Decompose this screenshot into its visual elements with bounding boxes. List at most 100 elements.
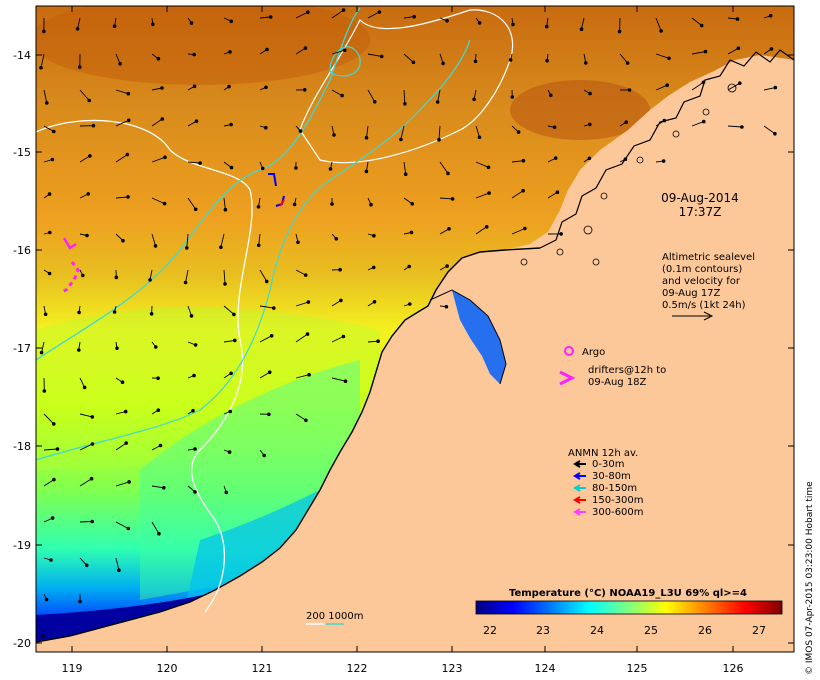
colorbar-title: Temperature (°C) NOAA19_L3U 69% ql>=4 [509, 588, 747, 599]
velocity-arrow-head [508, 58, 513, 62]
velocity-arrow-head [303, 46, 308, 50]
velocity-arrow [41, 341, 45, 353]
velocity-arrow-head [115, 346, 119, 351]
velocity-arrow-head [303, 273, 308, 277]
velocity-arrow-head [409, 230, 414, 235]
velocity-arrow-head [193, 447, 197, 451]
velocity-arrow-head [162, 201, 167, 206]
copyright: © IMOS 07-Apr-2015 03:23:00 Hobart time [805, 481, 815, 675]
velocity-arrow [727, 125, 742, 128]
velocity-arrow-head [408, 302, 412, 306]
altimetry-line-5: 0.5m/s (1kt 24h) [662, 300, 746, 311]
velocity-arrow [511, 228, 526, 235]
velocity-arrow-head [735, 17, 740, 21]
velocity-arrow-head [445, 264, 449, 268]
velocity-arrow-head [163, 155, 167, 160]
velocity-arrow-head [437, 137, 441, 142]
velocity-arrow-head [341, 8, 346, 12]
drifter-marker [559, 370, 576, 386]
velocity-arrow-head [773, 131, 777, 136]
velocity-arrow-head [42, 389, 47, 393]
velocity-arrow-head [256, 205, 261, 209]
map-date: 09-Aug-2014 [661, 191, 739, 205]
velocity-arrow-head [407, 264, 412, 269]
velocity-arrow [79, 478, 92, 487]
velocity-arrow-head [192, 52, 196, 57]
colorbar-tick-label: 22 [483, 624, 497, 637]
velocity-arrow [581, 17, 585, 30]
velocity-arrow-head [229, 122, 233, 127]
velocity-arrow [655, 84, 668, 91]
velocity-arrow [403, 89, 406, 104]
velocity-arrow-head [369, 202, 373, 207]
velocity-arrow-head [662, 118, 667, 123]
colorbar-tick-label: 26 [698, 624, 712, 637]
velocity-arrow-head [183, 280, 188, 285]
velocity-arrow-head [50, 516, 55, 520]
velocity-arrow [691, 121, 704, 127]
velocity-arrow-head [511, 22, 515, 27]
velocity-arrow-head [86, 192, 91, 196]
velocity-arrow-head [473, 59, 478, 64]
velocity-arrow-head [587, 156, 592, 161]
velocity-arrow-head [229, 371, 233, 376]
velocity-arrow-head [229, 19, 233, 24]
velocity-arrow-head [227, 84, 231, 89]
velocity-arrow-head [444, 304, 449, 309]
velocity-arrow-head [768, 13, 773, 18]
velocity-arrow-head [148, 278, 152, 282]
velocity-arrow [475, 192, 490, 199]
velocity-arrow-head [341, 334, 346, 339]
velocity-arrow-head [193, 490, 197, 494]
velocity-arrow-head [151, 22, 155, 27]
velocity-arrow [186, 233, 189, 248]
velocity-arrow-head [545, 58, 549, 63]
anmn-legend-arrowhead [573, 496, 581, 504]
velocity-arrow [151, 156, 166, 163]
velocity-arrow-head [269, 334, 274, 338]
longitude-label: 121 [252, 662, 273, 675]
velocity-arrow [259, 335, 272, 343]
velocity-arrow-head [52, 422, 56, 426]
latitude-axis: -14 -15 -16 -17 -18 -19 -20 [13, 49, 794, 650]
velocity-arrow-head [372, 233, 376, 238]
velocity-arrow [331, 9, 344, 19]
velocity-arrow-head [521, 158, 526, 163]
velocity-arrow-head [328, 167, 333, 171]
velocity-arrow-head [738, 81, 742, 85]
velocity-arrow [475, 125, 480, 138]
velocity-arrow-head [262, 453, 267, 458]
velocity-arrow-head [486, 165, 491, 170]
velocity-arrow-head [78, 599, 82, 604]
velocity-arrow [43, 479, 55, 487]
velocity-arrow-head [265, 47, 269, 52]
velocity-arrow-head [339, 298, 343, 303]
velocity-arrow-head [446, 171, 450, 176]
velocity-arrow-head [553, 156, 558, 160]
velocity-arrow-head [82, 385, 87, 390]
velocity-arrow-head [112, 24, 117, 29]
velocity-arrow-head [588, 91, 592, 96]
velocity-arrow [331, 336, 344, 343]
velocity-arrow-head [372, 100, 377, 104]
anmn-legend-label: 30-80m [592, 471, 631, 482]
velocity-arrow-head [149, 312, 154, 316]
velocity-arrow-head [264, 125, 268, 130]
velocity-arrow [295, 11, 308, 19]
velocity-arrow-head [334, 237, 339, 241]
land-mass [36, 55, 794, 652]
velocity-arrow-head [487, 191, 491, 195]
velocity-arrow-head [371, 265, 376, 270]
velocity-arrow [655, 17, 662, 32]
velocity-arrow-head [523, 226, 527, 231]
velocity-arrow [43, 413, 55, 425]
velocity-arrow-head [411, 60, 416, 65]
velocity-arrow-head [665, 83, 670, 87]
isobath-1000m [36, 7, 361, 361]
velocity-arrow [43, 125, 55, 132]
velocity-arrow [258, 233, 261, 246]
velocity-arrow-head [87, 98, 91, 103]
velocity-arrow [400, 125, 405, 140]
velocity-arrow [115, 154, 128, 163]
